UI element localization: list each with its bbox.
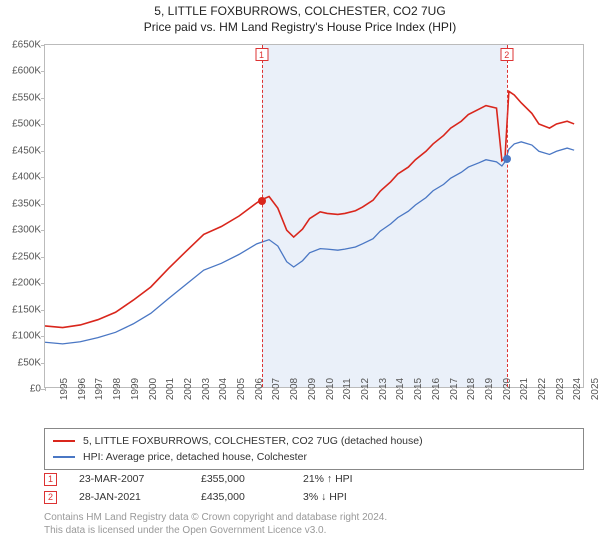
legend-swatch (53, 440, 75, 442)
sale-marker-dot (503, 155, 511, 163)
y-axis-label: £150K (12, 304, 41, 315)
legend-item: 5, LITTLE FOXBURROWS, COLCHESTER, CO2 7U… (53, 433, 575, 449)
x-axis-label: 2025 (576, 378, 600, 400)
chart-header: 5, LITTLE FOXBURROWS, COLCHESTER, CO2 7U… (0, 0, 600, 34)
y-axis-label: £0 (30, 384, 41, 395)
y-axis-label: £450K (12, 145, 41, 156)
y-axis-label: £100K (12, 331, 41, 342)
y-axis-label: £500K (12, 119, 41, 130)
sale-price: £435,000 (201, 491, 281, 503)
legend-label: HPI: Average price, detached house, Colc… (83, 451, 307, 463)
chart-subtitle: Price paid vs. HM Land Registry's House … (0, 20, 600, 34)
legend-swatch (53, 456, 75, 458)
footer-copyright: Contains HM Land Registry data © Crown c… (44, 512, 584, 525)
sale-date: 28-JAN-2021 (79, 491, 179, 503)
chart-title: 5, LITTLE FOXBURROWS, COLCHESTER, CO2 7U… (0, 4, 600, 18)
y-axis-label: £300K (12, 225, 41, 236)
y-axis-label: £600K (12, 66, 41, 77)
sale-row: 2 28-JAN-2021 £435,000 3% ↓ HPI (44, 488, 584, 506)
sale-row: 1 23-MAR-2007 £355,000 21% ↑ HPI (44, 470, 584, 488)
y-axis-label: £400K (12, 172, 41, 183)
sale-delta: 21% ↑ HPI (303, 473, 393, 485)
y-axis-label: £350K (12, 198, 41, 209)
series-line (45, 142, 574, 344)
legend-label: 5, LITTLE FOXBURROWS, COLCHESTER, CO2 7U… (83, 435, 423, 447)
y-axis-label: £50K (18, 357, 41, 368)
sale-marker-line (507, 45, 508, 387)
sale-marker-box: 2 (500, 48, 513, 61)
y-axis-label: £250K (12, 251, 41, 262)
sale-delta: 3% ↓ HPI (303, 491, 393, 503)
chart-plot-area: £0£50K£100K£150K£200K£250K£300K£350K£400… (44, 44, 584, 388)
sale-marker-icon: 1 (44, 473, 57, 486)
legend-item: HPI: Average price, detached house, Colc… (53, 449, 575, 465)
y-axis-label: £550K (12, 92, 41, 103)
sale-marker-icon: 2 (44, 491, 57, 504)
y-axis-label: £200K (12, 278, 41, 289)
footer-licence: This data is licensed under the Open Gov… (44, 525, 584, 538)
sale-date: 23-MAR-2007 (79, 473, 179, 485)
sale-marker-line (262, 45, 263, 387)
sale-marker-box: 1 (255, 48, 268, 61)
sale-marker-dot (258, 197, 266, 205)
sale-price: £355,000 (201, 473, 281, 485)
series-line (45, 91, 574, 327)
sales-table: 1 23-MAR-2007 £355,000 21% ↑ HPI 2 28-JAN-202… (44, 470, 584, 506)
chart-footer: Contains HM Land Registry data © Crown c… (44, 512, 584, 537)
y-axis-label: £650K (12, 40, 41, 51)
chart-legend: 5, LITTLE FOXBURROWS, COLCHESTER, CO2 7U… (44, 428, 584, 470)
